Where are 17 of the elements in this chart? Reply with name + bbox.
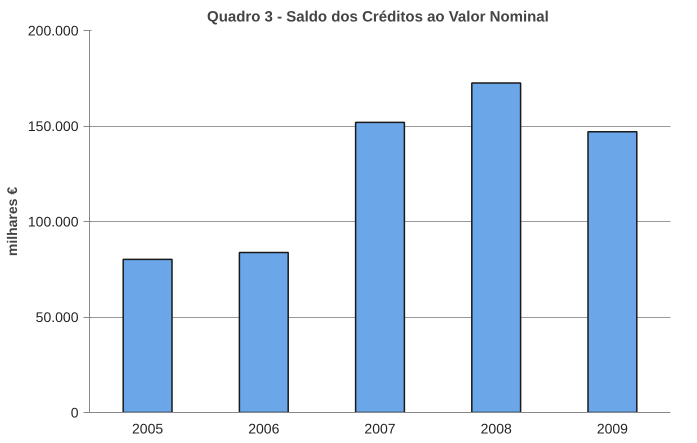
y-axis-title: milhares € (4, 186, 20, 256)
x-tick-label: 2009 (596, 420, 628, 436)
bar (587, 130, 638, 412)
bar (354, 122, 406, 412)
x-tick-label: 2005 (132, 420, 164, 436)
y-tick-label: 50.000 (36, 309, 79, 325)
x-tick-label: 2007 (364, 420, 396, 436)
bar (122, 258, 173, 412)
y-tick-label: 200.000 (28, 22, 79, 38)
y-tick-label: 0 (70, 404, 79, 420)
y-tick-label: 100.000 (28, 214, 79, 230)
bar (238, 252, 289, 412)
x-tick-label: 2006 (248, 420, 280, 436)
y-tick-label: 150.000 (28, 118, 79, 134)
bar (471, 82, 522, 412)
chart-title: Quadro 3 - Saldo dos Créditos ao Valor Nominal (207, 8, 549, 26)
x-tick-label: 2008 (480, 420, 512, 436)
